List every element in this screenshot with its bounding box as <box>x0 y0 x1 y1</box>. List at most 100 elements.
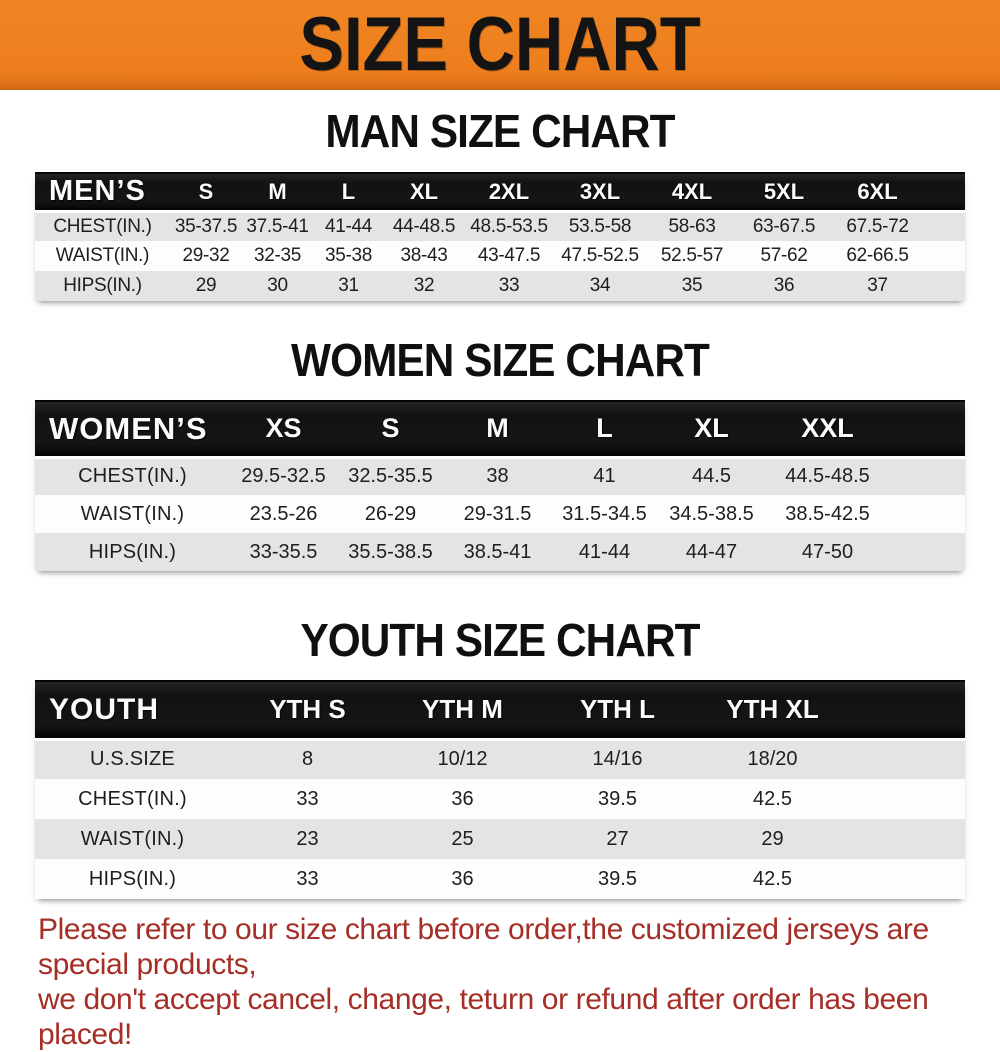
size-column-header: M <box>444 400 551 458</box>
size-column-header: S <box>337 400 444 458</box>
banner: SIZE CHART <box>0 0 1000 90</box>
measurement-value: 38 <box>444 455 551 495</box>
measurement-value: 32.5-35.5 <box>337 455 444 495</box>
size-column-header: M <box>242 172 313 212</box>
group-label: WOMEN’S <box>35 400 230 458</box>
measurement-label: HIPS(IN.) <box>35 533 230 571</box>
measurement-value: 38-43 <box>384 241 464 271</box>
measurement-label: WAIST(IN.) <box>35 241 170 271</box>
measurement-value: 38.5-41 <box>444 533 551 571</box>
measurement-value: 41-44 <box>313 209 384 241</box>
measurement-value: 25 <box>385 819 540 859</box>
measurement-value: 52.5-57 <box>646 241 738 271</box>
measurement-value: 37 <box>830 271 925 301</box>
size-column-header: 3XL <box>554 172 646 212</box>
measurement-label: HIPS(IN.) <box>35 859 230 899</box>
measurement-label: U.S.SIZE <box>35 737 230 779</box>
measurement-value: 48.5-53.5 <box>464 209 554 241</box>
measurement-label: WAIST(IN.) <box>35 819 230 859</box>
size-column-header: YTH M <box>385 680 540 740</box>
measurement-value: 29-32 <box>170 241 242 271</box>
row-filler <box>890 455 965 495</box>
measurement-value: 41 <box>551 455 658 495</box>
row-filler <box>890 495 965 533</box>
measurement-value: 58-63 <box>646 209 738 241</box>
row-filler <box>890 533 965 571</box>
measurement-value: 36 <box>385 859 540 899</box>
measurement-value: 29 <box>170 271 242 301</box>
measurement-value: 8 <box>230 737 385 779</box>
measurement-value: 44-47 <box>658 533 765 571</box>
measurement-value: 37.5-41 <box>242 209 313 241</box>
measurement-value: 36 <box>738 271 830 301</box>
women-section-heading: WOMEN SIZE CHART <box>291 334 710 386</box>
measurement-value: 27 <box>540 819 695 859</box>
measurement-value: 44.5-48.5 <box>765 455 890 495</box>
size-column-header: 5XL <box>738 172 830 212</box>
row-filler <box>850 859 965 899</box>
measurement-label: CHEST(IN.) <box>35 779 230 819</box>
size-column-header: YTH XL <box>695 680 850 740</box>
measurement-row: HIPS(IN.) 33-35.5 35.5-38.5 38.5-41 41-44 44-… <box>35 533 965 571</box>
size-header-row: YOUTH YTH S YTH M YTH L YTH XL <box>35 680 965 740</box>
measurement-value: 39.5 <box>540 859 695 899</box>
measurement-value: 62-66.5 <box>830 241 925 271</box>
measurement-label: WAIST(IN.) <box>35 495 230 533</box>
measurement-value: 10/12 <box>385 737 540 779</box>
measurement-row: HIPS(IN.) 33 36 39.5 42.5 <box>35 859 965 899</box>
measurement-value: 44.5 <box>658 455 765 495</box>
measurement-value: 35.5-38.5 <box>337 533 444 571</box>
measurement-row: WAIST(IN.) 23 25 27 29 <box>35 819 965 859</box>
measurement-value: 31.5-34.5 <box>551 495 658 533</box>
measurement-row: CHEST(IN.) 35-37.5 37.5-41 41-44 44-48.5 48.5… <box>35 209 965 241</box>
measurement-row: CHEST(IN.) 29.5-32.5 32.5-35.5 38 41 44.5 44.5… <box>35 455 965 495</box>
banner-title: SIZE CHART <box>299 2 701 87</box>
youth-section-heading: YOUTH SIZE CHART <box>300 614 700 666</box>
measurement-value: 18/20 <box>695 737 850 779</box>
header-filler <box>850 680 965 740</box>
measurement-value: 44-48.5 <box>384 209 464 241</box>
measurement-value: 23 <box>230 819 385 859</box>
size-column-header: XXL <box>765 400 890 458</box>
measurement-value: 43-47.5 <box>464 241 554 271</box>
measurement-value: 31 <box>313 271 384 301</box>
women-size-table: WOMEN’S XS S M L XL XXL CHEST(IN.) 29.5-32.5 32.5… <box>35 400 965 571</box>
measurement-value: 35-37.5 <box>170 209 242 241</box>
measurement-value: 29 <box>695 819 850 859</box>
size-column-header: YTH L <box>540 680 695 740</box>
group-label: MEN’S <box>35 172 170 212</box>
measurement-value: 14/16 <box>540 737 695 779</box>
size-header-row: MEN’S S M L XL 2XL 3XL 4XL 5XL 6XL <box>35 172 965 212</box>
size-column-header: 2XL <box>464 172 554 212</box>
size-column-header: 6XL <box>830 172 925 212</box>
header-filler <box>890 400 965 458</box>
measurement-label: CHEST(IN.) <box>35 209 170 241</box>
measurement-value: 35 <box>646 271 738 301</box>
measurement-row: WAIST(IN.) 23.5-26 26-29 29-31.5 31.5-34.5 34… <box>35 495 965 533</box>
measurement-value: 32-35 <box>242 241 313 271</box>
measurement-value: 32 <box>384 271 464 301</box>
size-column-header: L <box>313 172 384 212</box>
measurement-value: 33 <box>464 271 554 301</box>
measurement-value: 23.5-26 <box>230 495 337 533</box>
size-header-row: WOMEN’S XS S M L XL XXL <box>35 400 965 458</box>
men-size-table: MEN’S S M L XL 2XL 3XL 4XL 5XL 6XL CHEST(IN.) 35-37… <box>35 172 965 301</box>
row-filler <box>925 209 965 241</box>
measurement-value: 47-50 <box>765 533 890 571</box>
measurement-value: 30 <box>242 271 313 301</box>
measurement-value: 34.5-38.5 <box>658 495 765 533</box>
size-column-header: XL <box>658 400 765 458</box>
size-column-header: L <box>551 400 658 458</box>
measurement-row: HIPS(IN.) 29 30 31 32 33 34 35 36 37 <box>35 271 965 301</box>
measurement-value: 42.5 <box>695 779 850 819</box>
measurement-value: 33-35.5 <box>230 533 337 571</box>
disclaimer: Please refer to our size chart before or… <box>38 912 988 1052</box>
measurement-value: 35-38 <box>313 241 384 271</box>
measurement-row: U.S.SIZE 8 10/12 14/16 18/20 <box>35 737 965 779</box>
row-filler <box>925 271 965 301</box>
row-filler <box>850 779 965 819</box>
size-column-header: S <box>170 172 242 212</box>
measurement-value: 33 <box>230 779 385 819</box>
row-filler <box>850 819 965 859</box>
measurement-value: 38.5-42.5 <box>765 495 890 533</box>
